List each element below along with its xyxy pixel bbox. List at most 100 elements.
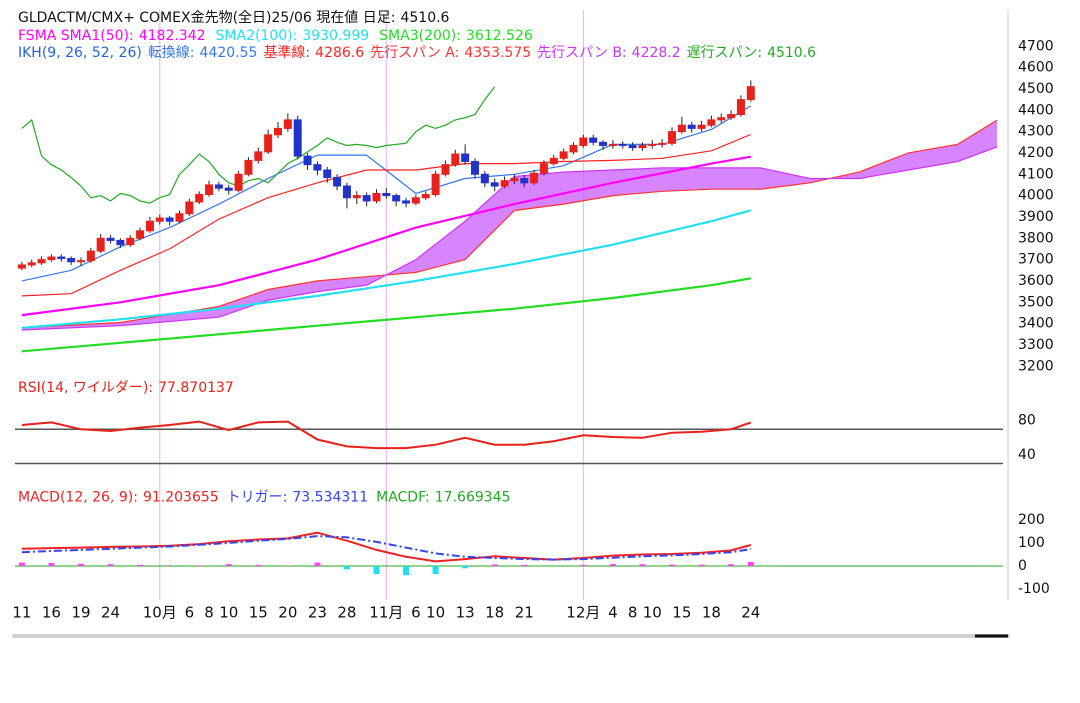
legend-value: 73.534311 [292,490,368,506]
histogram-bar [18,562,25,566]
candle-body [136,230,145,239]
x-tick-label: 8 [628,604,638,622]
candle-body [441,164,450,175]
legend-row: IKH(9, 26, 52, 26) 転換線: 4420.55 基準線: 4286.6 先… [18,44,816,61]
x-tick-label: 10月 [143,604,177,622]
x-tick-label: 11 [12,604,31,622]
x-tick-label: 10 [219,604,238,622]
series-line [21,155,751,317]
candle-body [293,119,302,157]
candle-body [17,264,26,269]
legend-name: MACD(12, 26, 9): [18,490,138,506]
legend-value: 4286.6 [315,45,364,61]
series-line [21,146,998,331]
y-tick-label: 3500 [1018,294,1054,310]
candle-body [648,143,657,146]
candle-body [628,144,637,149]
y-tick-label: 80 [1018,413,1036,429]
candle-body [736,99,745,116]
y-tick-label: 3700 [1018,252,1054,268]
histogram-bar [698,564,705,566]
histogram-bar [373,566,380,575]
candle-body [175,213,184,222]
legend-name: MACDF: [376,490,430,506]
legend-value: 77.870137 [158,380,234,396]
x-tick-label: 10 [643,604,662,622]
candle-body [205,184,214,196]
current-value: 4510.6 [400,10,449,26]
candle-body [697,124,706,129]
y-tick-label: 3800 [1018,230,1054,246]
legend-row: GLDACTM/CMX+ COMEX金先物(全日)25/06 現在値 日足: 45… [18,9,450,26]
y-tick-label: 3200 [1018,358,1054,374]
legend-row: MACD(12, 26, 9): 91.203655 トリガー: 73.534311 M… [18,490,510,506]
x-tick-label: 6 [185,604,195,622]
candle-body [569,144,578,153]
candle-body [431,173,440,196]
candle-body [352,195,361,199]
legend-value: 4182.342 [139,28,206,44]
candle-body [687,124,696,129]
histogram-bar [521,564,528,566]
y-tick-label: 4300 [1018,124,1054,140]
chart-title: GLDACTM/CMX+ COMEX金先物(全日)25/06 現在値 日足: [18,9,395,26]
legend-name: SMA2(100): [216,28,298,44]
candle-body [451,153,460,166]
candle-body [707,119,716,126]
legend-row: RSI(14, ワイルダー): 77.870137 [18,380,234,396]
histogram-bar [747,561,754,566]
series-line [21,133,752,297]
histogram-bar [343,566,350,570]
y-tick-label: 3600 [1018,273,1054,289]
legend-name: FSMA SMA1(50): [18,28,134,44]
histogram-bar [668,564,675,566]
series-line [21,105,752,282]
series-line [21,86,496,204]
x-tick-label: 24 [741,604,760,622]
x-tick-label: 15 [249,604,268,622]
histogram-bar [77,563,84,566]
legend-value: 91.203655 [143,490,219,506]
candle-body [155,217,164,222]
legend-value: 4353.575 [464,45,531,61]
legend-value: 17.669345 [435,490,511,506]
histogram-bar [225,564,232,566]
x-tick-label: 13 [456,604,475,622]
legend-value: 3612.526 [466,28,533,44]
histogram-bar [314,562,321,566]
histogram-bar [728,564,735,566]
histogram-bar [462,566,469,569]
candle-body [283,119,292,129]
candle-body [67,258,76,263]
histogram-bar [491,564,498,566]
candle-body [86,250,95,262]
candle-body [392,195,401,202]
candle-body [57,256,66,260]
candle-body [116,239,125,246]
candle-body [313,164,322,171]
candle-body [372,192,381,202]
candle-body [214,184,223,189]
candle-body [234,173,243,191]
candle-body [618,143,627,146]
candle-body [530,172,539,184]
candle-body [480,173,489,184]
legend-name: 遅行スパン: [687,45,762,61]
legend-name: 転換線: [148,45,195,61]
x-tick-label: 4 [608,604,618,622]
legend-name: IKH(9, 26, 52, 26) [18,45,142,61]
candle-body [589,137,598,143]
y-tick-label: 4600 [1018,60,1054,76]
candle-body [559,151,568,159]
x-tick-label: 23 [308,604,327,622]
y-tick-label: 100 [1018,535,1045,551]
candle-body [362,195,371,202]
legend-name: 基準線: [263,44,310,61]
legend-value: 4228.2 [632,45,681,61]
candle-body [510,178,519,182]
candle-body [500,180,509,187]
y-tick-label: 3900 [1018,209,1054,225]
candle-body [579,137,588,146]
